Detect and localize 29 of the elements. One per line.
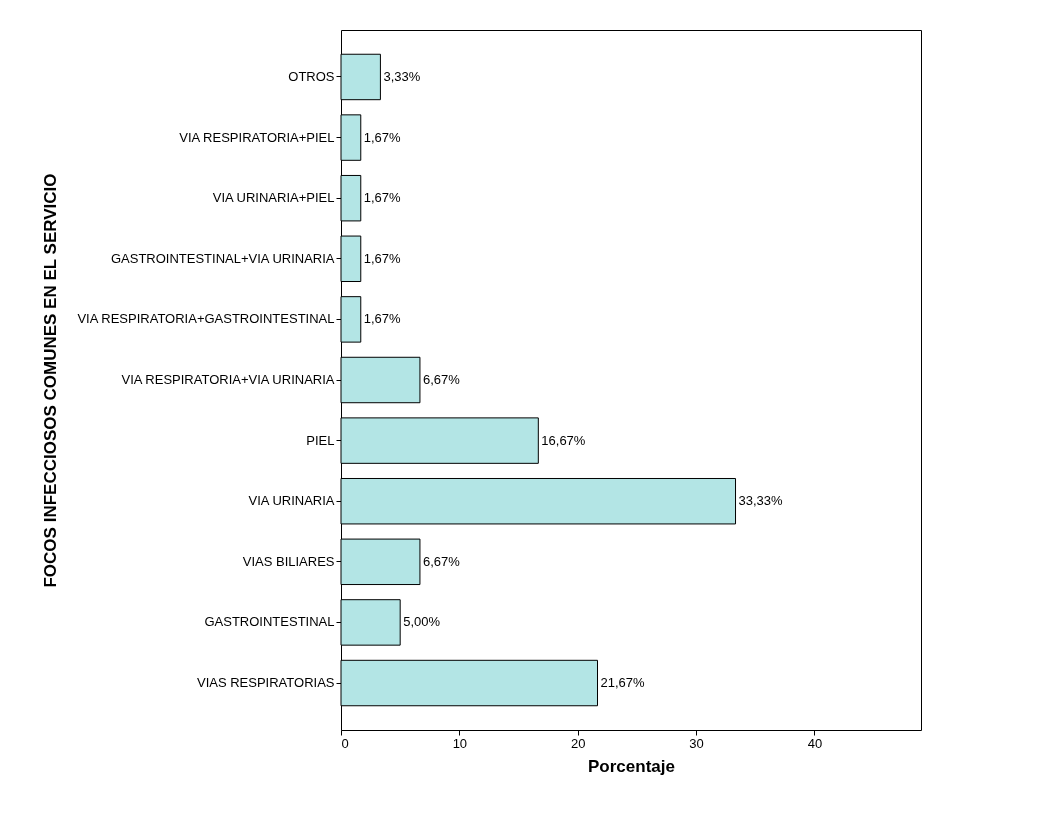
x-tick-label: 30	[689, 735, 704, 751]
y-tick-label: GASTROINTESTINAL	[204, 614, 335, 630]
data-label: 1,67%	[363, 190, 402, 206]
y-tick-label: GASTROINTESTINAL+VIA URINARIA	[110, 250, 335, 266]
data-label: 1,67%	[363, 311, 402, 327]
x-axis-title: Porcentaje	[588, 756, 675, 776]
y-tick-label: PIEL	[306, 432, 335, 448]
data-label: 1,67%	[363, 129, 402, 145]
y-tick-label: VIAS BILIARES	[242, 553, 335, 569]
y-tick-label: OTROS	[288, 68, 335, 84]
y-tick-label: VIA RESPIRATORIA+PIEL	[179, 129, 335, 145]
data-label: 33,33%	[738, 493, 784, 509]
data-label: 5,00%	[403, 614, 441, 630]
y-tick-label: VIA RESPIRATORIA+VIA URINARIA	[121, 372, 335, 387]
data-label: 6,67%	[422, 553, 461, 569]
y-tick-label: VIA URINARIA	[248, 493, 335, 509]
data-label: 21,67%	[600, 675, 646, 691]
data-label: 6,67%	[422, 372, 461, 387]
y-tick-label: VIAS RESPIRATORIAS	[196, 675, 335, 691]
x-tick-label: 20	[571, 735, 586, 751]
x-tick-label: 0	[341, 735, 349, 751]
data-label: 3,33%	[383, 68, 421, 84]
y-tick-label: VIA URINARIA+PIEL	[212, 190, 335, 206]
y-axis-title: FOCOS INFECCIOSOS COMUNES EN EL SERVICIO	[40, 173, 60, 588]
data-label: 1,67%	[363, 250, 402, 266]
x-tick-label: 10	[452, 735, 468, 751]
y-tick-label: VIA RESPIRATORIA+GASTROINTESTINAL	[77, 311, 335, 327]
x-tick-label: 40	[807, 735, 823, 751]
data-label: 16,67%	[541, 432, 586, 448]
